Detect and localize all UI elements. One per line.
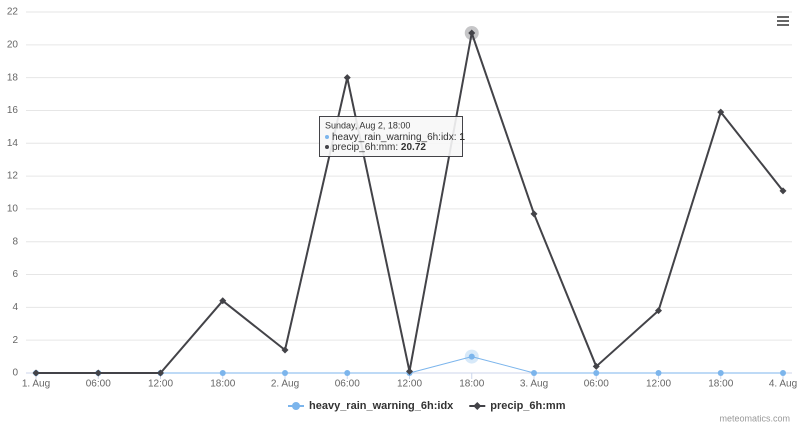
legend-item[interactable]: precip_6h:mm (469, 400, 566, 412)
x-tick-label: 2. Aug (271, 379, 299, 390)
data-point (717, 370, 724, 376)
data-point (157, 369, 164, 377)
data-point (779, 187, 787, 195)
y-tick-label: 14 (7, 138, 19, 149)
data-point (780, 370, 786, 376)
y-tick-label: 4 (12, 302, 18, 313)
x-tick-label: 3. Aug (520, 379, 548, 390)
tooltip: Sunday, Aug 2, 18:00 heavy_rain_warning_6… (319, 116, 465, 157)
data-point (655, 370, 662, 376)
menu-bar (777, 24, 789, 26)
tooltip-box (319, 116, 463, 157)
data-point (406, 367, 413, 375)
data-point (468, 29, 476, 37)
data-point (94, 369, 102, 377)
data-point (717, 108, 725, 116)
x-tick-label: 18:00 (459, 379, 484, 390)
series (32, 26, 787, 377)
y-tick-label: 22 (7, 7, 19, 18)
menu-bar (777, 16, 789, 18)
data-point (219, 370, 226, 376)
data-point (282, 370, 288, 376)
tooltip-series-name: heavy_rain_warning_6h:idx (332, 132, 454, 143)
tooltip-separator: : (395, 142, 401, 153)
y-tick-label: 0 (12, 368, 18, 379)
tooltip-header: Sunday, Aug 2, 18:00 (325, 120, 410, 130)
data-point (219, 297, 227, 305)
tooltip-symbol (325, 135, 329, 139)
x-tick-label: 12:00 (646, 379, 671, 390)
x-tick-label: 12:00 (397, 379, 422, 390)
x-tick-label: 12:00 (148, 379, 173, 390)
data-point (281, 346, 289, 354)
data-point (531, 370, 537, 376)
y-tick-label: 6 (12, 269, 18, 280)
x-tick-label: 4. Aug (769, 379, 797, 390)
series-line (36, 32, 784, 374)
data-point (344, 370, 351, 376)
credits[interactable]: meteomatics.com (719, 413, 790, 423)
data-point (32, 369, 40, 377)
legend-label: precip_6h:mm (490, 400, 565, 412)
x-tick-label: 1. Aug (22, 379, 50, 390)
menu-bar (777, 20, 789, 22)
data-point (655, 307, 662, 315)
data-point (593, 370, 600, 376)
x-tick-label: 06:00 (86, 379, 111, 390)
legend-item[interactable]: heavy_rain_warning_6h:idx (288, 400, 454, 412)
y-tick-label: 12 (7, 171, 19, 182)
tooltip-separator: : (454, 132, 460, 143)
y-tick-label: 2 (12, 335, 18, 346)
y-tick-label: 18 (7, 72, 19, 83)
legend-symbol (473, 402, 482, 410)
y-tick-label: 16 (7, 105, 19, 116)
tooltip-value: 1 (459, 132, 465, 143)
data-point (468, 353, 475, 360)
tooltip-line: heavy_rain_warning_6h:idx: 1 (332, 132, 465, 143)
tooltip-line: precip_6h:mm: 20.72 (332, 142, 426, 153)
legend-label: heavy_rain_warning_6h:idx (309, 400, 454, 412)
data-point (343, 74, 351, 82)
data-point (592, 362, 600, 370)
y-tick-label: 8 (12, 236, 18, 247)
x-tick-label: 06:00 (584, 379, 609, 390)
x-tick-label: 06:00 (335, 379, 360, 390)
menu-button[interactable] (777, 16, 789, 26)
tooltip-symbol (325, 145, 329, 149)
x-tick-label: 18:00 (210, 379, 235, 390)
tooltip-value: 20.72 (401, 142, 426, 153)
tooltip-series-name: precip_6h:mm (332, 142, 395, 153)
legend-symbol (292, 402, 300, 410)
y-tick-label: 20 (7, 39, 19, 50)
y-tick-label: 10 (7, 204, 19, 215)
data-point (530, 210, 538, 218)
legend: heavy_rain_warning_6h:idx precip_6h:mm (288, 400, 566, 412)
x-tick-label: 18:00 (708, 379, 733, 390)
